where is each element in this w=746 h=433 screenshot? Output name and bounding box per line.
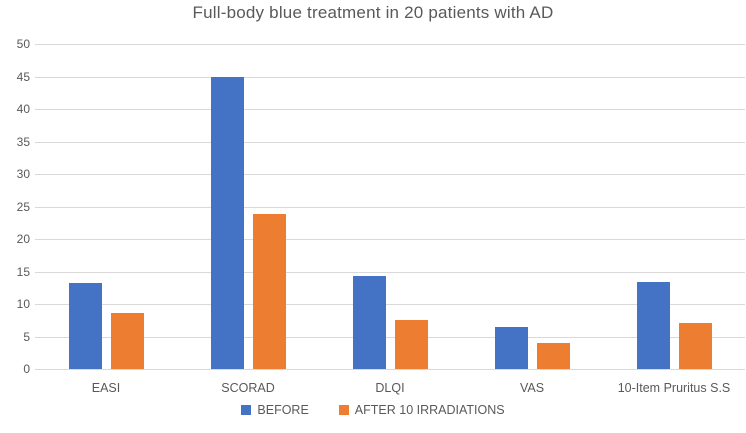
y-tick-label: 25	[16, 199, 30, 214]
chart-title: Full-body blue treatment in 20 patients …	[192, 3, 554, 22]
gridline	[35, 239, 745, 240]
legend-swatch-icon	[241, 405, 252, 415]
bar-before-scorad	[210, 76, 244, 369]
y-tick-label: 45	[16, 69, 30, 84]
category-label: 10-Item Pruritus S.S	[617, 381, 731, 395]
y-tick-label: 35	[16, 134, 30, 149]
y-tick-label: 10	[16, 297, 30, 311]
gridline	[35, 271, 745, 273]
gridline	[35, 174, 745, 175]
category-label: VAS	[519, 381, 545, 395]
bar-after-10-irradiations-vas	[536, 343, 570, 369]
bar-after-10-irradiations-easi	[110, 313, 144, 369]
gridline	[35, 109, 745, 110]
legend-item: AFTER 10 IRRADIATIONS	[338, 403, 505, 417]
gridline	[35, 44, 745, 45]
category-label: EASI	[91, 381, 121, 395]
y-tick-label: 0	[23, 362, 30, 376]
gridline	[35, 76, 745, 78]
bar-after-10-irradiations-scorad	[252, 214, 286, 369]
bar-after-10-irradiations-10-item-pruritus-s-s	[678, 322, 712, 369]
y-tick-label: 5	[23, 329, 30, 344]
gridline	[35, 369, 745, 370]
legend-label: AFTER 10 IRRADIATIONS	[354, 403, 505, 417]
y-tick-label: 20	[16, 232, 30, 246]
category-label: SCORAD	[221, 381, 275, 395]
y-tick-label: 50	[16, 37, 30, 51]
bar-after-10-irradiations-dlqi	[394, 320, 428, 369]
y-tick-label: 30	[16, 167, 30, 181]
legend-label: BEFORE	[257, 403, 309, 417]
y-tick-label: 40	[16, 102, 30, 116]
category-label: DLQI	[375, 381, 405, 395]
gridline	[35, 206, 745, 208]
gridline	[35, 336, 745, 338]
legend: BEFORE AFTER 10 IRRADIATIONS	[0, 403, 746, 417]
gridline	[35, 304, 745, 305]
bar-before-dlqi	[352, 276, 386, 369]
legend-swatch-icon	[338, 405, 349, 415]
bar-before-easi	[68, 283, 102, 369]
y-tick-label: 15	[16, 264, 30, 279]
bar-before-vas	[494, 326, 528, 369]
gridline	[35, 141, 745, 143]
bar-before-10-item-pruritus-s-s	[636, 281, 670, 369]
legend-item: BEFORE	[241, 403, 309, 417]
